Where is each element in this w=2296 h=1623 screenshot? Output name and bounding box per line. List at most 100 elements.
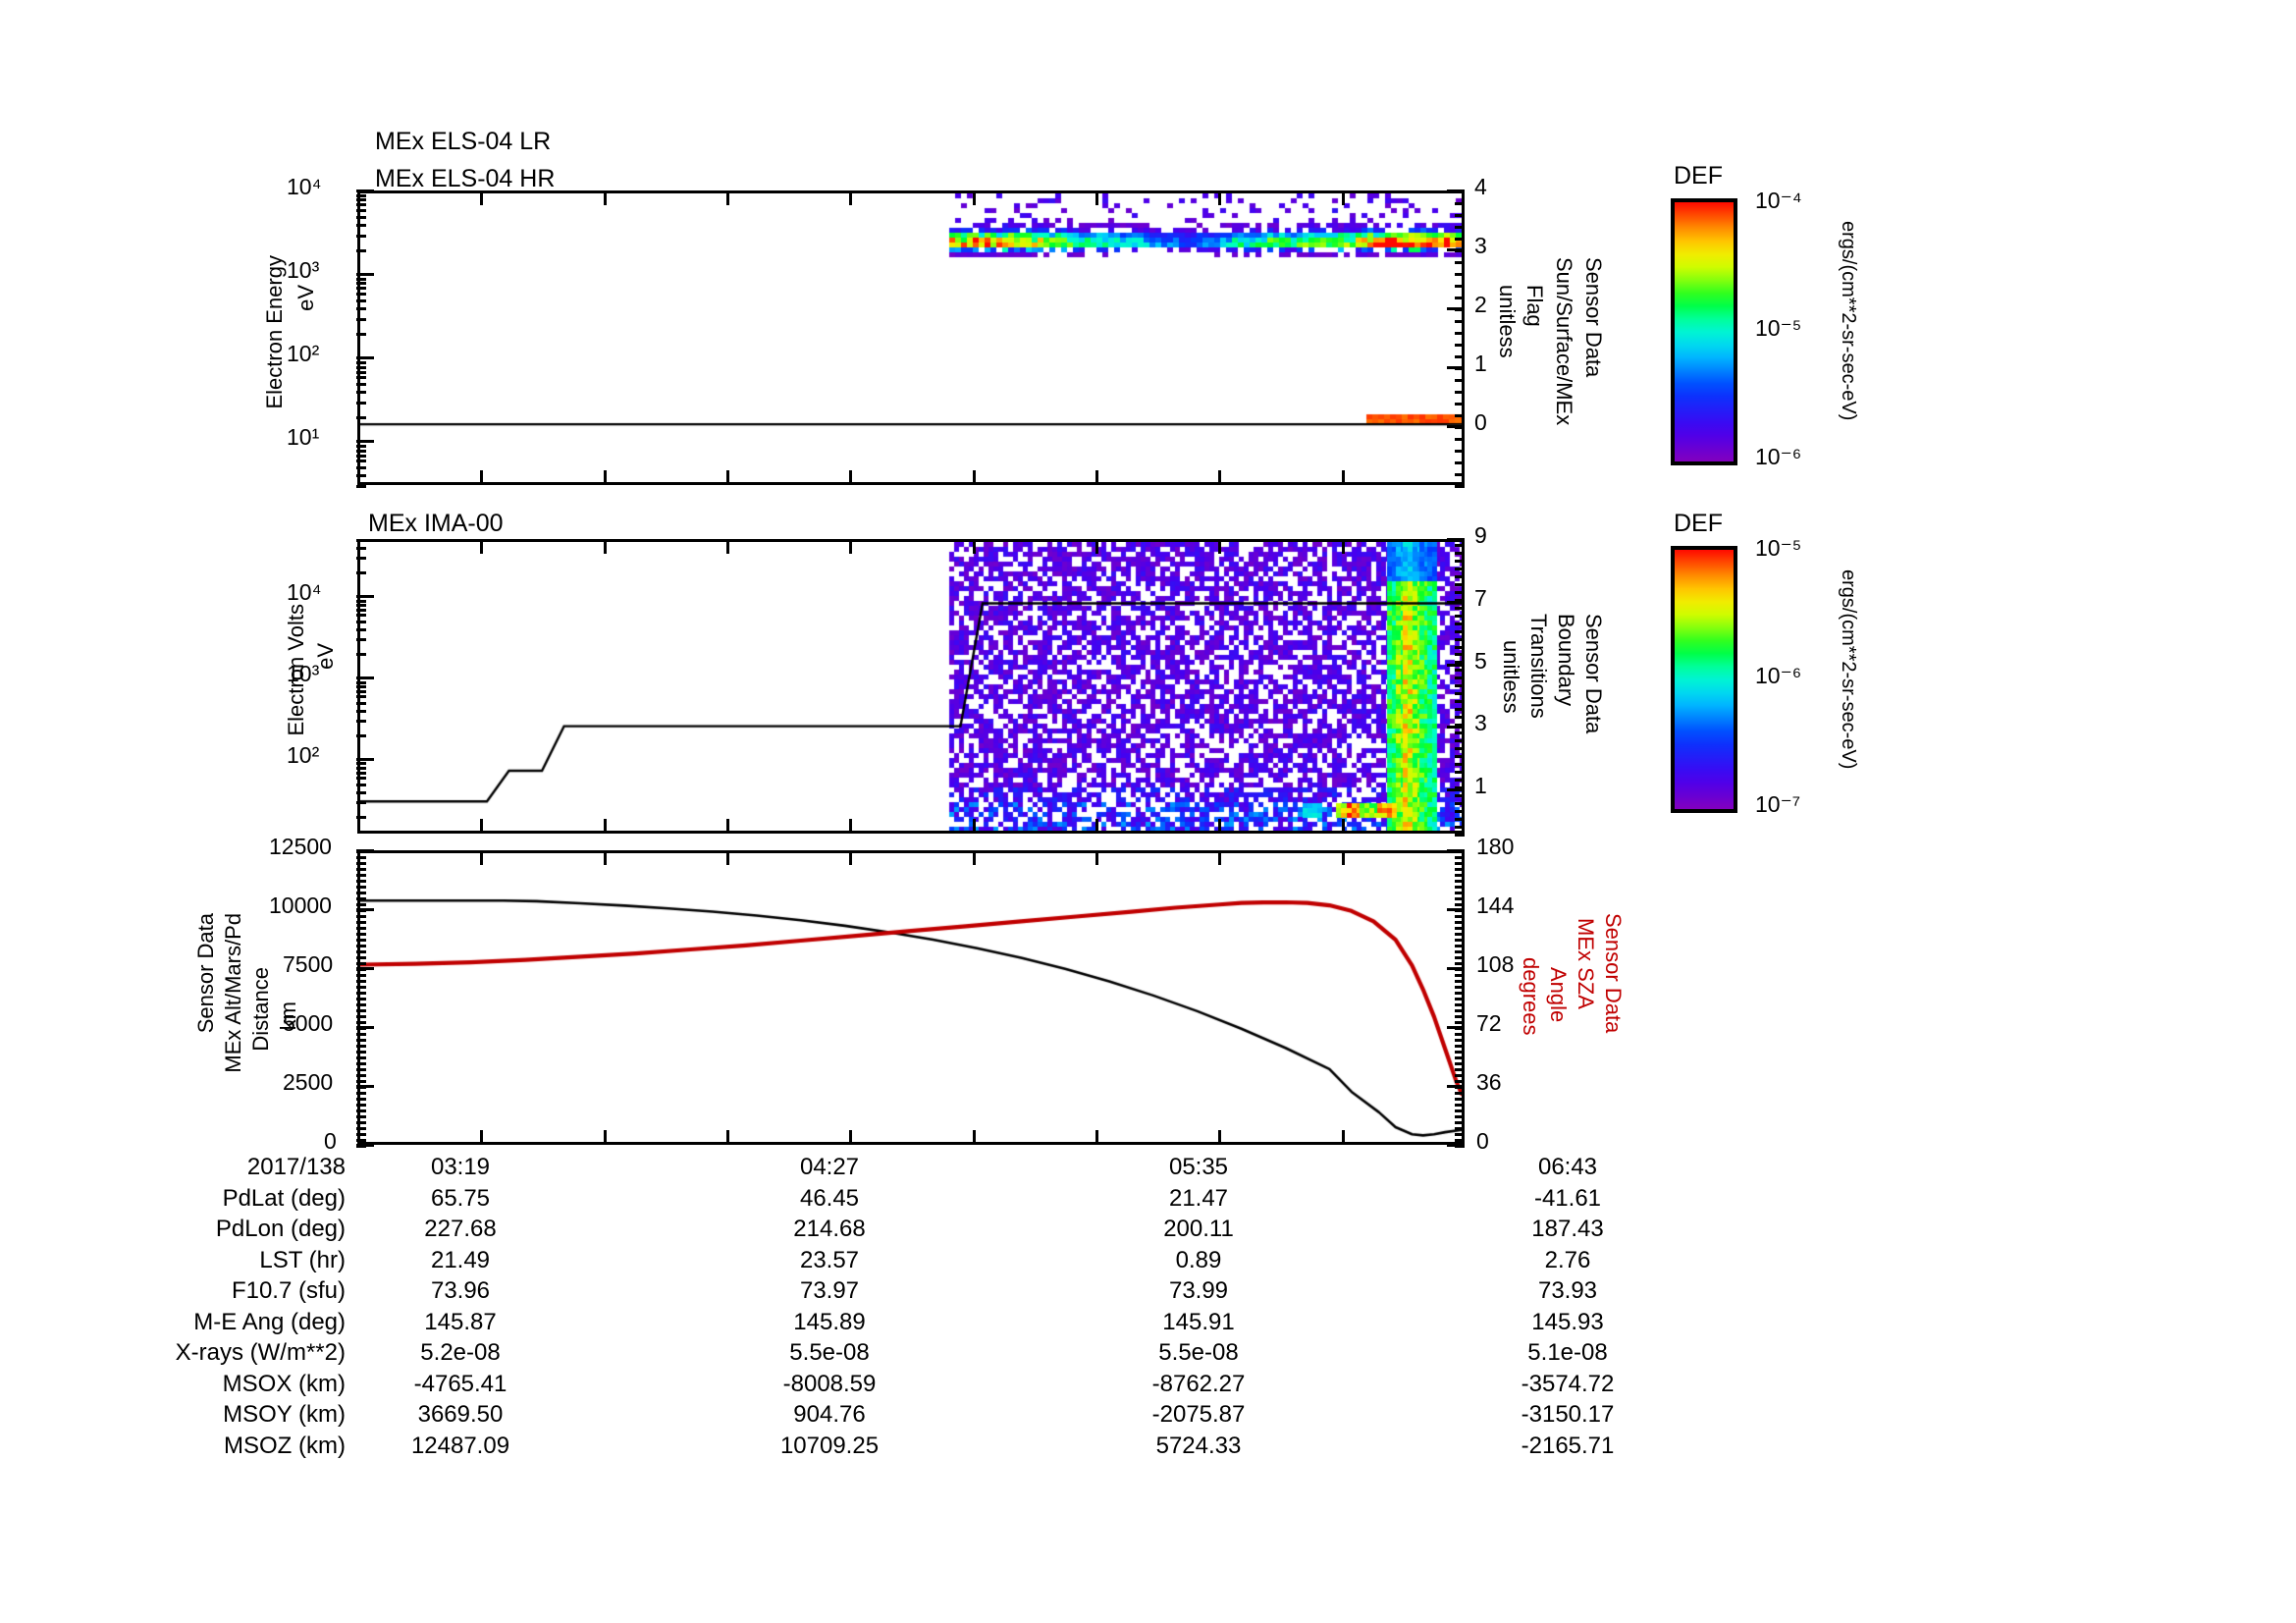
table-cell: 46.45 [799,1184,860,1212]
tick-major [356,1033,366,1036]
table-cell: 03:19 [430,1154,491,1180]
tick-major [1095,819,1098,833]
tick-major [1455,1009,1465,1012]
tick-major [1447,726,1465,729]
tick-major [1455,367,1465,370]
els-y2-axis-label-line4: unitless [1495,285,1521,358]
tick-major [1455,1015,1465,1018]
tick-major [356,198,366,201]
table-cell: 3669.50 [417,1401,504,1428]
tick-major [1455,897,1465,900]
tick-major [356,614,366,617]
tick-major [356,874,366,877]
tick-major [356,1003,366,1006]
tick-major [357,1130,360,1144]
tick-major [973,1130,976,1144]
els-colorbar-bottom-label: 10⁻⁶ [1755,444,1802,469]
els-ytick-label: 10¹ [287,424,320,450]
tick-major [1455,591,1465,594]
tick-major [356,299,366,302]
table-cell: 23.57 [799,1246,860,1273]
tick-major [356,557,366,560]
tick-major [849,851,852,865]
tick-major [849,540,852,554]
table-cell: -4765.41 [413,1370,507,1397]
tick-major [1455,921,1465,924]
tick-major [480,819,483,833]
tick-major [356,974,366,977]
tick-major [356,318,366,321]
tick-major [1455,1003,1465,1006]
tick-major [726,191,729,205]
els-colorbar-mid-label: 10⁻⁵ [1755,315,1802,341]
ima-y2-axis-label-line4: unitless [1499,640,1524,714]
tick-major [356,720,366,723]
tick-major [1455,915,1465,918]
tick-major [726,470,729,484]
table-cell: 05:35 [1168,1154,1229,1180]
tick-major [356,1121,366,1124]
tick-major [356,278,366,281]
tick-major [1455,939,1465,942]
tick-major [1455,1139,1465,1142]
tick-major [1455,544,1465,547]
ima-spectrogram [360,542,1462,831]
tick-major [356,801,366,804]
ima-colorbar-bottom-label: 10⁻⁷ [1755,791,1801,817]
tick-major [1455,261,1465,264]
orbit-y2tick-label: 180 [1476,834,1515,859]
tick-major [356,1139,366,1142]
orbit-y2tick-label: 108 [1476,951,1515,977]
tick-major [1455,794,1465,797]
orbit-ytick-label: 2500 [283,1069,334,1095]
tick-major [849,191,852,205]
tick-major [1455,1039,1465,1042]
tick-major [1455,1051,1465,1054]
table-cell: 5.2e-08 [420,1339,501,1366]
tick-major [356,767,366,770]
tick-major [356,333,366,336]
table-cell: 145.89 [793,1308,866,1335]
ima-y2tick-label: 7 [1474,585,1487,611]
tick-major [356,980,366,983]
tick-major [1455,771,1465,774]
tick-major [1447,538,1465,541]
tick-major [1342,851,1345,865]
orbit-ytick-label: 12500 [269,834,332,859]
ima-colorbar [1671,546,1737,813]
table-cell: 12487.09 [410,1432,510,1459]
tick-major [1455,1080,1465,1083]
tick-major [1455,850,1465,853]
tick-major [1455,1027,1465,1030]
tick-major [1455,661,1465,664]
tick-major [1455,599,1465,602]
orbit-ytick-label: 5000 [283,1010,334,1036]
tick-major [356,862,366,865]
tick-major [1455,992,1465,995]
tick-major [356,921,366,924]
tick-major [1455,1021,1465,1024]
table-cell: 73.93 [1537,1277,1598,1304]
tick-major [1455,473,1465,476]
tick-major [1095,191,1098,205]
tick-major [1455,834,1465,837]
table-cell: 04:27 [799,1154,860,1180]
tick-major [356,450,366,453]
ima-colorbar-title: DEF [1674,510,1723,537]
tick-major [356,886,366,889]
table-cell: -8008.59 [782,1370,877,1397]
tick-major [1455,684,1465,687]
tick-major [1455,414,1465,417]
table-row-label: PdLon (deg) [215,1216,346,1242]
tick-major [1455,945,1465,947]
tick-major [356,945,366,947]
tick-major [356,361,366,364]
tick-major [356,1115,366,1118]
ima-ytick-label: 10³ [287,661,320,686]
tick-major [356,702,366,705]
orbit-ytick-label: 10000 [269,893,332,918]
table-cell: -2165.71 [1521,1432,1615,1459]
tick-major [1455,779,1465,782]
tick-major [356,1051,366,1054]
tick-major [356,287,366,290]
